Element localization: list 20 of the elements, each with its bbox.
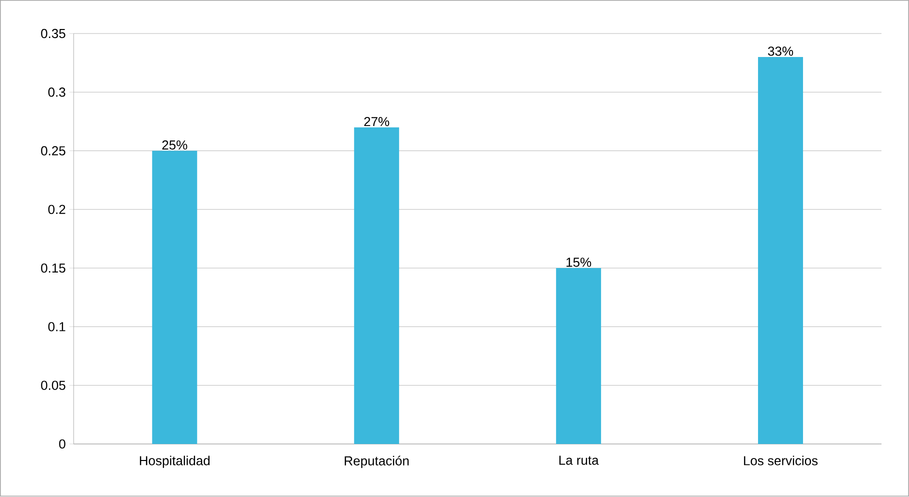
x-tick-label: Reputación bbox=[344, 456, 409, 468]
bar bbox=[758, 57, 804, 444]
bar bbox=[354, 128, 400, 444]
y-tick-label: 0.05 bbox=[41, 380, 66, 390]
y-tick-label: 0.1 bbox=[48, 322, 66, 332]
y-tick-label: 0.15 bbox=[41, 264, 66, 273]
y-tick-label: 0.35 bbox=[41, 29, 66, 38]
x-tick-label: La ruta bbox=[559, 456, 599, 466]
x-tick-label: Hospitalidad bbox=[140, 456, 210, 468]
y-tick-label: 0 bbox=[59, 440, 66, 449]
data-label: 25% bbox=[162, 140, 188, 150]
bar bbox=[152, 151, 198, 444]
x-tick-label: Los servicios bbox=[744, 456, 818, 466]
y-tick-label: 0.3 bbox=[48, 88, 66, 97]
data-label: 27% bbox=[364, 117, 390, 126]
data-label: 33% bbox=[768, 46, 794, 56]
data-label: 15% bbox=[566, 258, 592, 268]
y-tick-label: 0.2 bbox=[48, 205, 66, 214]
y-tick-label: 0.25 bbox=[41, 146, 66, 156]
bar bbox=[556, 268, 602, 444]
